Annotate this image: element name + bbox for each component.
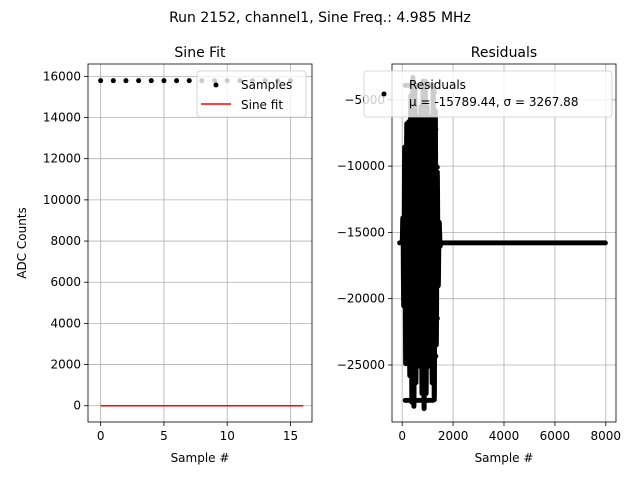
residual-point <box>434 164 440 170</box>
sine-fit-legend: Samples Sine fit <box>196 70 307 118</box>
residuals-plot: 0 2000 4000 6000 8000 −25000 −20000 −15000 −100… <box>337 45 621 465</box>
residual-point <box>430 397 436 403</box>
legend-samples-marker <box>213 82 219 88</box>
x-tick-label: 2000 <box>438 429 469 443</box>
x-tick-label: 0 <box>97 429 105 443</box>
y-tick-label: 6000 <box>50 275 81 289</box>
residual-point <box>397 240 403 246</box>
residuals-legend: Residuals μ = -15789.44, σ = 3267.88 <box>363 70 613 118</box>
y-tick-label: 2000 <box>50 358 81 372</box>
residuals-burst-trace <box>399 74 443 412</box>
legend-residuals-label: Residuals μ = -15789.44, σ = 3267.88 <box>409 78 578 109</box>
y-tick-label: −15000 <box>337 225 385 239</box>
sample-point <box>136 78 142 84</box>
sample-point <box>186 78 192 84</box>
y-tick-label: 10000 <box>43 193 81 207</box>
x-tick-label: 4000 <box>489 429 520 443</box>
x-tick-label: 15 <box>283 429 298 443</box>
y-tick-label: 0 <box>73 399 81 413</box>
x-tick-label: 10 <box>220 429 235 443</box>
figure-suptitle: Run 2152, channel1, Sine Freq.: 4.985 MH… <box>169 10 471 26</box>
sample-point <box>161 78 167 84</box>
x-tick-label: 0 <box>398 429 406 443</box>
sample-point <box>123 78 129 84</box>
residual-point <box>434 315 440 321</box>
sine-fit-plot: 0 5 10 15 0 2000 4000 6000 8000 10000 12000 14000 1… <box>15 45 313 465</box>
y-tick-label: 4000 <box>50 316 81 330</box>
residual-point <box>602 240 608 246</box>
sample-point <box>174 78 180 84</box>
y-tick-label: −20000 <box>337 292 385 306</box>
sine-fit-xlabel: Sample # <box>171 451 230 465</box>
legend-sine-fit-label: Sine fit <box>241 98 283 112</box>
y-tick-label: 12000 <box>43 152 81 166</box>
x-tick-label: 6000 <box>540 429 571 443</box>
x-tick-label: 8000 <box>591 429 622 443</box>
residuals-title: Residuals <box>471 45 537 61</box>
x-tick-label: 5 <box>160 429 168 443</box>
y-tick-label: −10000 <box>337 159 385 173</box>
y-tick-label: 16000 <box>43 69 81 83</box>
y-tick-label: 8000 <box>50 234 81 248</box>
sine-fit-title: Sine Fit <box>174 45 226 61</box>
residual-point <box>431 391 437 397</box>
legend-residuals-marker <box>381 91 387 97</box>
sample-point <box>148 78 154 84</box>
residuals-xlabel: Sample # <box>475 451 534 465</box>
legend-samples-label: Samples <box>241 78 292 92</box>
residual-point <box>433 353 439 359</box>
y-tick-label: −25000 <box>337 358 385 372</box>
sample-point <box>110 78 116 84</box>
sine-fit-ylabel: ADC Counts <box>15 207 29 279</box>
residual-point <box>433 126 439 132</box>
y-tick-label: 14000 <box>43 111 81 125</box>
sample-point <box>98 78 104 84</box>
sine-fit-plot-frame <box>87 63 313 423</box>
